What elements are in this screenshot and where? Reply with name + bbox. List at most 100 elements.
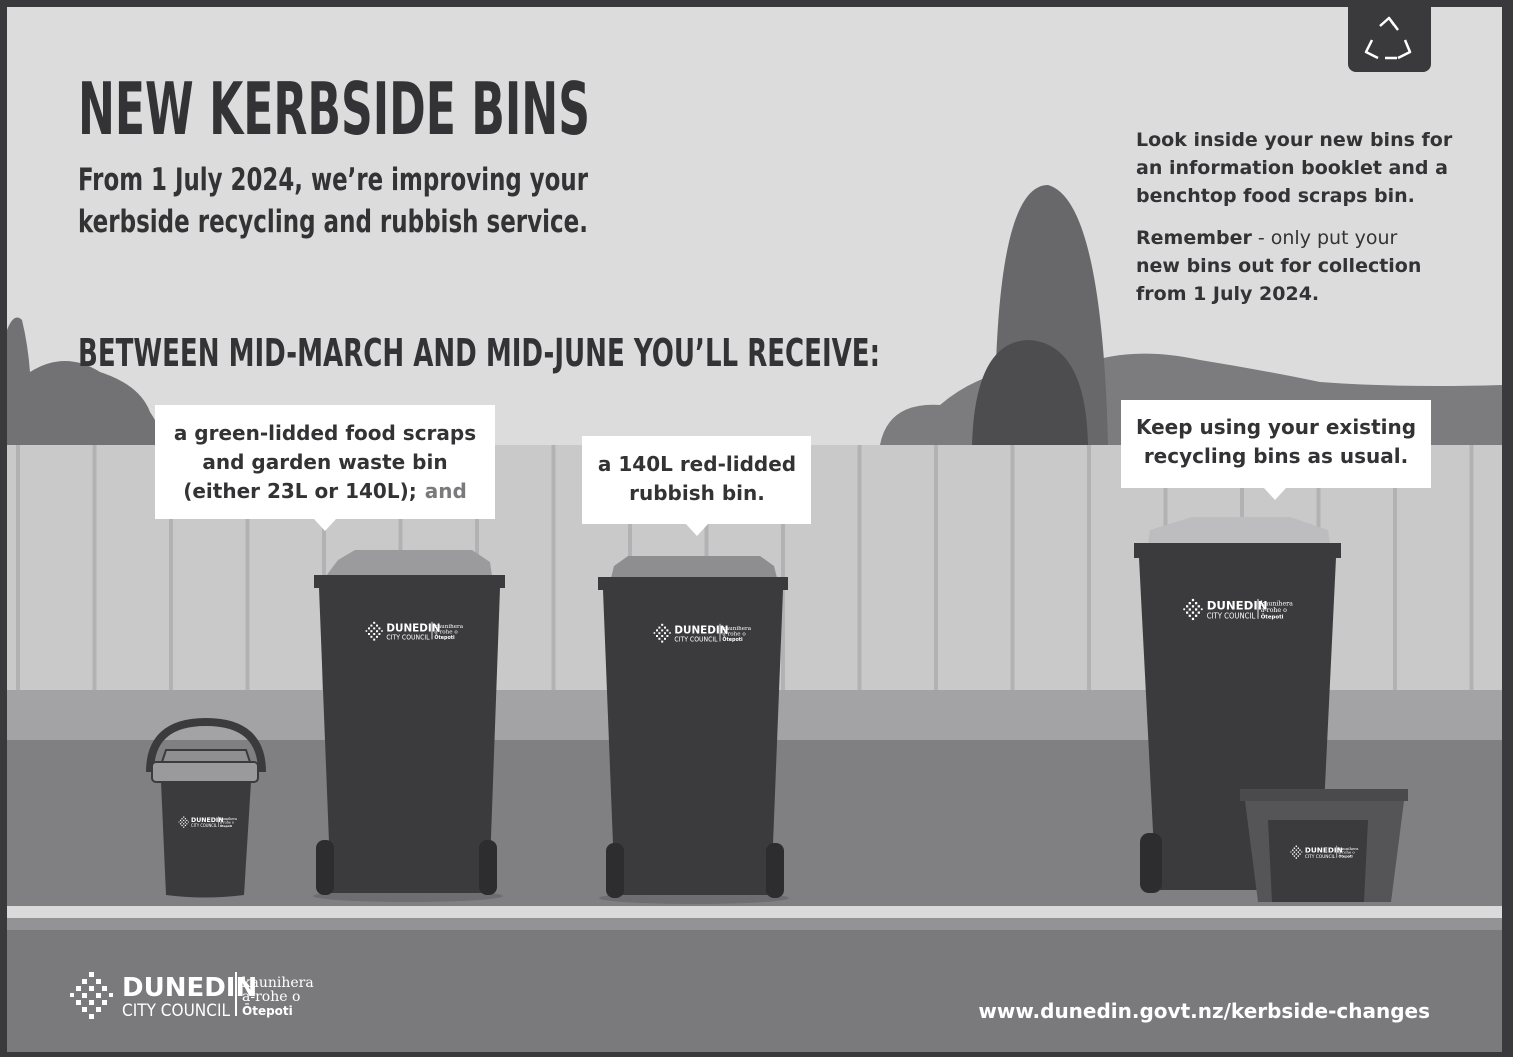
shape <box>654 632 656 634</box>
shape <box>180 820 181 821</box>
info-line: Look inside your new bins for <box>1136 129 1453 151</box>
info-text: - only put your <box>1258 227 1398 249</box>
shape <box>378 627 380 629</box>
shape <box>1195 615 1197 617</box>
shape <box>598 577 788 590</box>
shape <box>89 1000 94 1005</box>
logo-maori: a-rohe o <box>722 631 746 637</box>
info-line: new bins out for collection <box>1136 255 1421 277</box>
callout-text: (either 23L or 140L); <box>183 479 417 503</box>
shape <box>1296 849 1297 850</box>
callout-line: (either 23L or 140L);and <box>183 479 467 503</box>
shape <box>664 638 666 640</box>
shape <box>96 1007 101 1012</box>
shape <box>1299 853 1300 854</box>
shape <box>82 993 87 998</box>
title: NEW KERBSIDE BINS <box>78 67 590 151</box>
shape <box>373 622 375 624</box>
kerb-edge <box>7 918 1502 930</box>
logo-maori: a-rohe o <box>1338 850 1355 855</box>
shape <box>376 636 378 638</box>
shape <box>661 624 663 626</box>
logo-maori: Ōtepoti <box>1338 854 1352 859</box>
shape <box>1292 849 1293 850</box>
footer-url: www.dunedin.govt.nz/kerbside-changes <box>978 999 1430 1023</box>
shape <box>76 986 81 991</box>
callout-line: rubbish bin. <box>629 481 765 505</box>
shape <box>1186 612 1188 614</box>
shape <box>152 762 258 782</box>
callout-line: and garden waste bin <box>202 450 447 474</box>
shape <box>368 627 370 629</box>
shape <box>1296 857 1297 858</box>
shape <box>1195 602 1197 604</box>
logo-sub: CITY COUNCIL <box>122 1001 230 1021</box>
shape <box>1294 848 1295 849</box>
shape <box>181 822 182 823</box>
shape <box>96 993 101 998</box>
shape <box>1189 602 1191 604</box>
shape <box>1186 605 1188 607</box>
logo-sub: CITY COUNCIL <box>386 633 429 641</box>
recycle-badge <box>1348 0 1431 72</box>
shape <box>1198 605 1200 607</box>
shape <box>1192 612 1194 614</box>
shape <box>1183 608 1185 610</box>
shape <box>1298 855 1299 856</box>
callout: a green-lidded food scraps and garden wa… <box>155 405 495 531</box>
shape <box>381 630 383 632</box>
shape <box>76 1000 81 1005</box>
shape <box>720 624 721 642</box>
bin-green <box>313 550 505 902</box>
shape <box>611 556 777 578</box>
shape <box>376 625 378 627</box>
shape <box>1140 833 1162 893</box>
shape <box>658 627 660 629</box>
shape <box>1195 608 1197 610</box>
shape <box>235 972 237 1016</box>
shape <box>180 823 181 824</box>
shape <box>1268 820 1368 902</box>
shape <box>1299 849 1300 850</box>
shape <box>179 822 180 823</box>
shape <box>479 840 497 895</box>
shape <box>664 627 666 629</box>
subtitle: kerbside recycling and rubbish service. <box>78 204 588 240</box>
shape <box>1189 615 1191 617</box>
shape <box>370 625 372 627</box>
logo-maori: Ōtepoti <box>242 1003 293 1018</box>
shape <box>661 629 663 631</box>
shape <box>1296 853 1297 854</box>
shape <box>370 630 372 632</box>
bin-red <box>598 556 789 904</box>
callout: Keep using your existing recycling bins … <box>1121 400 1431 500</box>
info-line: from 1 July 2024. <box>1136 283 1319 305</box>
shape <box>102 986 107 991</box>
shape <box>181 818 182 819</box>
shape <box>373 639 375 641</box>
shape <box>366 630 368 632</box>
shape <box>183 823 184 824</box>
logo-maori: kaunihera <box>722 626 751 632</box>
logo-sub: CITY COUNCIL <box>1207 612 1256 621</box>
shape <box>185 825 186 826</box>
logo-sub: CITY COUNCIL <box>191 823 218 828</box>
shape <box>70 993 74 997</box>
logo-maori: a-rohe o <box>242 989 300 1005</box>
shape <box>109 993 113 997</box>
shape <box>1301 851 1302 852</box>
shape <box>368 633 370 635</box>
shape <box>373 627 375 629</box>
shape <box>188 822 189 823</box>
shape <box>96 979 101 984</box>
shape <box>1298 848 1299 849</box>
callout-line: recycling bins as usual. <box>1144 444 1408 468</box>
shape <box>1189 608 1191 610</box>
shape <box>1198 612 1200 614</box>
shape <box>82 1007 87 1012</box>
shape <box>656 635 658 637</box>
shape <box>666 629 668 631</box>
shape <box>1192 599 1194 601</box>
shape <box>89 972 94 977</box>
shape <box>89 986 94 991</box>
